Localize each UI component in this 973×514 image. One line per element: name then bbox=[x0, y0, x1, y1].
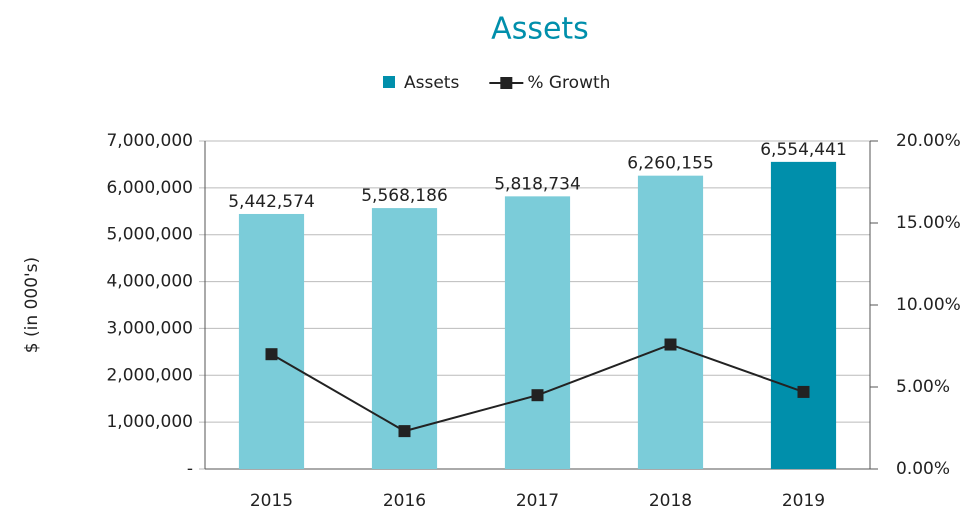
marker bbox=[531, 389, 544, 402]
bar bbox=[637, 175, 704, 469]
legend-marker bbox=[500, 77, 513, 89]
data-label: 5,818,734 bbox=[494, 174, 581, 194]
y-tick-label: - bbox=[187, 459, 193, 479]
y-tick-label: 2,000,000 bbox=[106, 365, 193, 385]
y-tick-label: 6,000,000 bbox=[106, 178, 193, 198]
bar bbox=[238, 213, 305, 469]
legend-label: % Growth bbox=[527, 73, 610, 93]
x-tick-label: 2019 bbox=[782, 491, 825, 510]
y-tick-label: 3,000,000 bbox=[106, 318, 193, 338]
y2-tick-label: 0.00% bbox=[896, 459, 950, 479]
marker bbox=[398, 425, 411, 438]
y-axis-label: $ (in 000's) bbox=[22, 257, 42, 353]
marker bbox=[664, 338, 677, 351]
bar bbox=[504, 196, 571, 469]
chart-title: Assets bbox=[491, 12, 589, 47]
data-label: 5,442,574 bbox=[228, 192, 315, 212]
data-label: 5,568,186 bbox=[361, 186, 448, 206]
x-tick-label: 2018 bbox=[649, 491, 692, 510]
data-label: 6,554,441 bbox=[760, 140, 847, 160]
y-tick-label: 1,000,000 bbox=[106, 412, 193, 432]
y2-tick-label: 5.00% bbox=[896, 377, 950, 397]
data-label: 6,260,155 bbox=[627, 154, 714, 174]
y2-tick-label: 15.00% bbox=[896, 213, 961, 233]
legend-swatch bbox=[383, 76, 395, 88]
x-tick-label: 2015 bbox=[250, 491, 293, 510]
bar bbox=[770, 161, 837, 469]
y2-tick-label: 20.00% bbox=[896, 131, 961, 151]
x-tick-label: 2017 bbox=[516, 491, 559, 510]
y-tick-label: 5,000,000 bbox=[106, 225, 193, 245]
marker bbox=[797, 385, 810, 398]
legend-label: Assets bbox=[404, 73, 459, 93]
marker bbox=[265, 348, 278, 361]
x-tick-label: 2016 bbox=[383, 491, 426, 510]
y-tick-label: 4,000,000 bbox=[106, 272, 193, 292]
y2-tick-label: 10.00% bbox=[896, 295, 961, 315]
y-tick-label: 7,000,000 bbox=[106, 131, 193, 151]
